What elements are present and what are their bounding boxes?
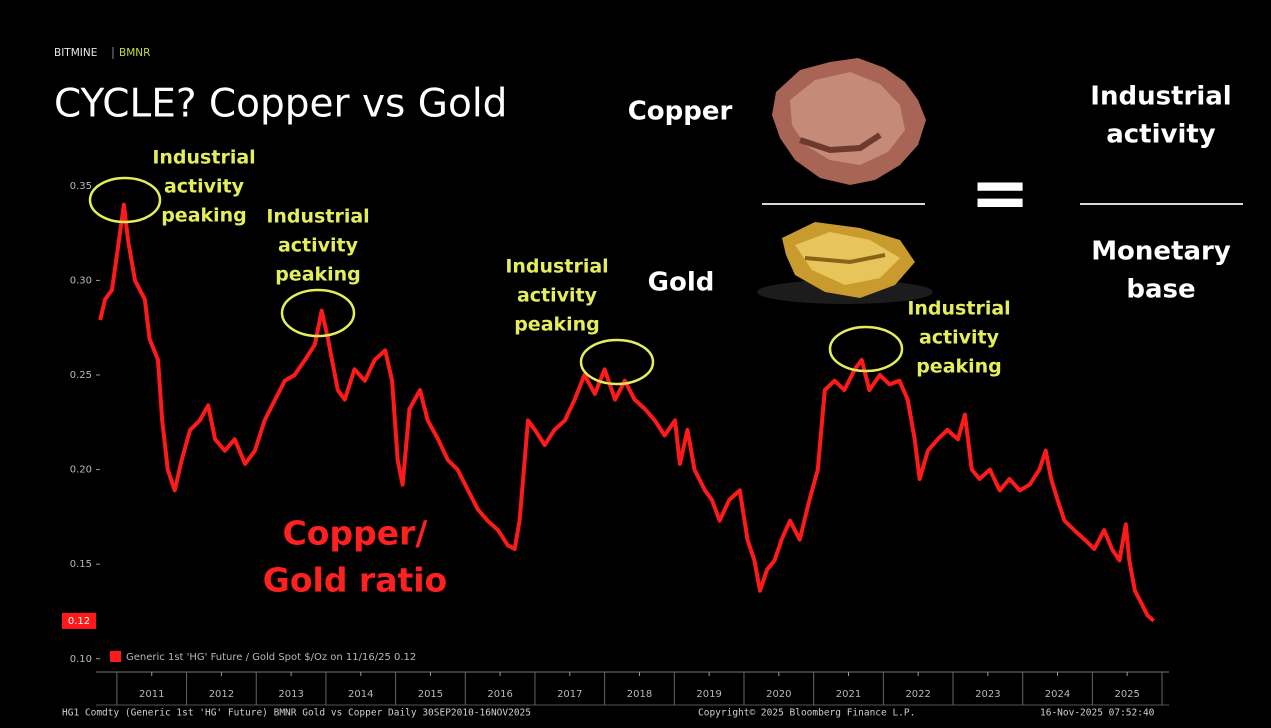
copper-image bbox=[772, 58, 926, 185]
footer-source: HG1 Comdty (Generic 1st 'HG' Future) BMN… bbox=[62, 708, 531, 719]
annotation-line: activity bbox=[517, 285, 598, 307]
legend-label: Generic 1st 'HG' Future / Gold Spot $/Oz… bbox=[126, 652, 416, 663]
annotation-line: peaking bbox=[275, 264, 361, 286]
annotation-line: activity bbox=[164, 176, 245, 198]
annotation-line: Industrial bbox=[907, 298, 1010, 320]
y-tick-label: 0.20 bbox=[70, 465, 92, 476]
legend-swatch bbox=[110, 651, 121, 662]
y-tick-label: 0.25 bbox=[70, 370, 92, 381]
x-tick-label: 2016 bbox=[487, 689, 512, 700]
x-tick-label: 2013 bbox=[278, 689, 303, 700]
x-tick-label: 2023 bbox=[975, 689, 1000, 700]
gold-image bbox=[757, 222, 933, 304]
copper-label: Copper bbox=[628, 97, 733, 127]
annotation-line: peaking bbox=[514, 314, 600, 336]
x-tick-label: 2024 bbox=[1045, 689, 1070, 700]
ticker: BMNR bbox=[119, 47, 150, 59]
footer-copyright: Copyright© 2025 Bloomberg Finance L.P. bbox=[698, 708, 915, 719]
annotation-line: Industrial bbox=[505, 256, 608, 278]
denominator-line: base bbox=[1126, 275, 1195, 305]
x-tick-label: 2021 bbox=[836, 689, 861, 700]
y-tick-label: 0.10 bbox=[70, 654, 92, 665]
annotation-line: activity bbox=[919, 327, 1000, 349]
title: CYCLE? Copper vs Gold bbox=[54, 82, 507, 127]
annotation-line: Industrial bbox=[266, 206, 369, 228]
peak-highlight bbox=[579, 338, 655, 386]
annotation-line: peaking bbox=[161, 205, 247, 227]
x-tick-label: 2018 bbox=[627, 689, 652, 700]
x-tick-label: 2022 bbox=[905, 689, 930, 700]
gold-label: Gold bbox=[648, 268, 715, 298]
annotation-line: Industrial bbox=[152, 147, 255, 169]
numerator-line: Industrial bbox=[1090, 82, 1231, 112]
x-tick-label: 2014 bbox=[348, 689, 373, 700]
brand: BITMINE bbox=[54, 47, 97, 59]
x-tick-label: 2012 bbox=[209, 689, 234, 700]
footer-timestamp: 16-Nov-2025 07:52:40 bbox=[1040, 708, 1155, 719]
x-tick-label: 2019 bbox=[696, 689, 721, 700]
x-tick-label: 2020 bbox=[766, 689, 791, 700]
x-tick-label: 2011 bbox=[139, 689, 164, 700]
last-value-label: 0.12 bbox=[68, 616, 90, 627]
ratio-label: Copper/ bbox=[283, 514, 429, 553]
y-tick-label: 0.15 bbox=[70, 559, 92, 570]
x-tick-label: 2025 bbox=[1114, 689, 1139, 700]
numerator-line: activity bbox=[1106, 120, 1216, 150]
peak-highlight bbox=[280, 288, 356, 338]
y-tick-label: 0.35 bbox=[70, 181, 92, 192]
x-tick-label: 2017 bbox=[557, 689, 582, 700]
last-value-box bbox=[62, 612, 96, 629]
peak-highlight bbox=[88, 176, 162, 224]
series-line bbox=[98, 202, 1156, 623]
annotation-line: activity bbox=[278, 235, 359, 257]
annotation-line: peaking bbox=[916, 356, 1002, 378]
y-tick-label: 0.30 bbox=[70, 275, 92, 286]
equals-sign: = bbox=[970, 151, 1030, 235]
denominator-line: Monetary bbox=[1091, 237, 1231, 267]
ratio-label: Gold ratio bbox=[263, 561, 447, 600]
x-tick-label: 2015 bbox=[418, 689, 443, 700]
peak-highlight bbox=[828, 325, 904, 373]
plot: 0.10 0.15 0.20 0.25 0.30 0.35 2011 2012 2013 2014… bbox=[62, 147, 1169, 706]
